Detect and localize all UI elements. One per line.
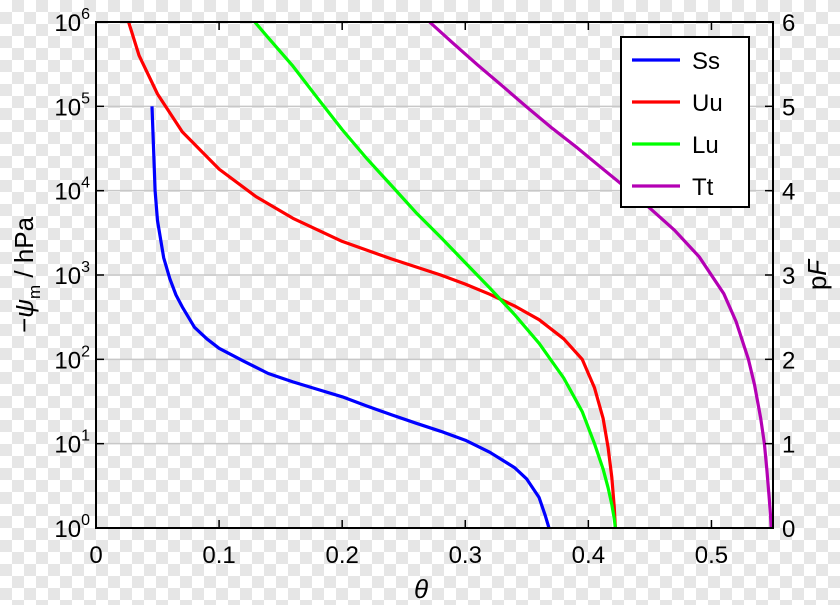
y-tick-label: 100 (54, 512, 90, 543)
y-tick-label-base: 10 (54, 516, 81, 543)
y2-axis-title-p: p (802, 276, 832, 290)
legend-label-lu: Lu (692, 132, 719, 159)
x-tick-label: 0.3 (449, 542, 482, 569)
series-line-uu (127, 21, 617, 529)
series-line-lu (253, 20, 617, 529)
y-tick-label-exp: 3 (81, 259, 90, 276)
y-tick-label: 104 (54, 175, 90, 206)
legend-label-ss: Ss (692, 48, 720, 75)
x-tick-label: 0.2 (325, 542, 358, 569)
y-tick-label-base: 10 (54, 10, 81, 37)
y-tick-label: 101 (54, 428, 90, 459)
y2-tick-label: 2 (782, 347, 795, 374)
y-tick-label-exp: 6 (81, 6, 90, 23)
y-tick-label: 105 (54, 90, 90, 121)
axis-ticks: 0 0.1 0.2 0.3 0.4 0.5100101102103104105106012… (54, 6, 795, 569)
legend-label-uu: Uu (692, 90, 723, 117)
y2-tick-label: 3 (782, 263, 795, 290)
series-line-ss (150, 106, 551, 529)
y-axis-title-psi: −ψ (9, 299, 39, 333)
x-tick-label: 0.4 (572, 542, 605, 569)
y-tick-label-base: 10 (54, 263, 81, 290)
series-lines (127, 20, 773, 529)
y-tick-label: 103 (54, 259, 90, 290)
y2-tick-label: 5 (782, 94, 795, 121)
y-tick-label-base: 10 (54, 179, 81, 206)
y-axis-title-unit: / hPa (9, 216, 39, 284)
x-tick-label: 0.5 (695, 542, 728, 569)
y-tick-label-exp: 2 (81, 343, 90, 360)
legend-box (620, 36, 750, 208)
y-tick-label-base: 10 (54, 94, 81, 121)
x-tick-label: 0 (89, 542, 102, 569)
y-tick-label-exp: 4 (81, 175, 90, 192)
x-tick-label: 0.1 (202, 542, 235, 569)
y-tick-label-exp: 1 (81, 428, 90, 445)
x-axis-title: θ (414, 574, 428, 604)
y-tick-label-exp: 0 (81, 512, 90, 529)
y-tick-label-base: 10 (54, 347, 81, 374)
y2-tick-label: 4 (782, 179, 795, 206)
legend-label-tt: Tt (692, 174, 714, 201)
y-axis-title-subscript: m (25, 285, 44, 299)
y-tick-label: 102 (54, 343, 90, 374)
legend: Ss Uu Lu Tt (620, 36, 750, 208)
y2-axis-title-F: F (802, 258, 832, 276)
y-tick-label: 106 (54, 6, 90, 37)
y2-tick-label: 6 (782, 10, 795, 37)
y2-tick-label: 1 (782, 432, 795, 459)
y2-tick-label: 0 (782, 516, 795, 543)
y-axis-title: −ψm / hPa (9, 216, 44, 333)
series-line-tt (428, 20, 773, 529)
y-tick-label-base: 10 (54, 432, 81, 459)
y-tick-label-exp: 5 (81, 90, 90, 107)
y2-axis-title: pF (802, 258, 832, 290)
